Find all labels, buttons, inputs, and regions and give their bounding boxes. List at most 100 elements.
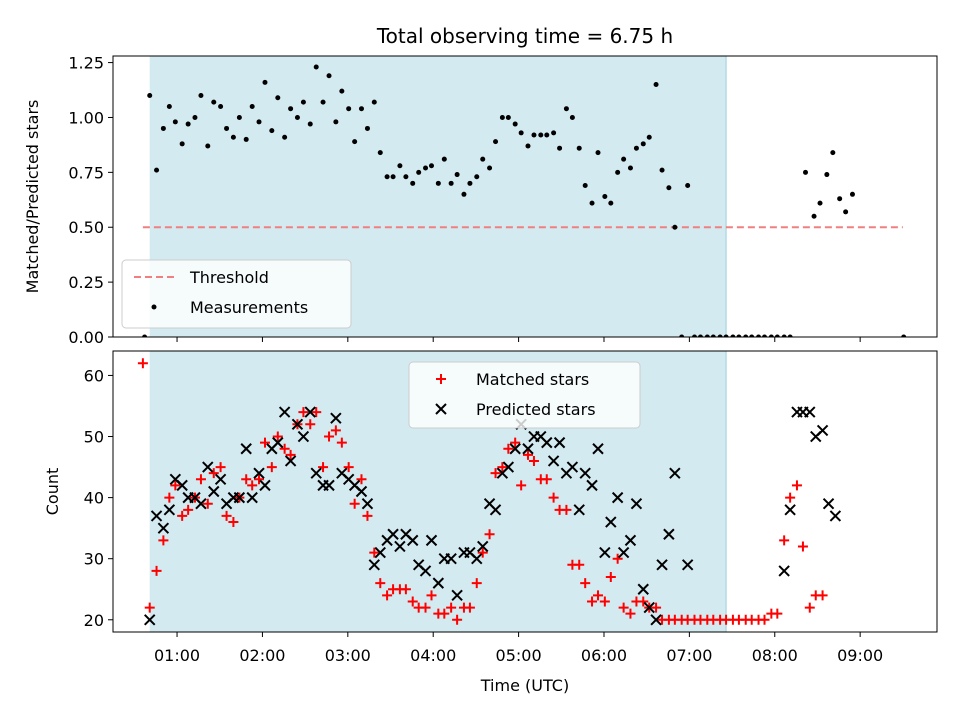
predicted-star-point xyxy=(425,534,438,547)
measurement-point xyxy=(185,121,191,127)
predicted-star-point xyxy=(489,504,502,516)
predicted-star-point xyxy=(432,577,445,589)
measurement-point xyxy=(166,103,172,109)
measurement-point xyxy=(659,167,665,173)
matched-star-point xyxy=(651,602,662,613)
matched-star-point xyxy=(208,468,219,479)
measurement-point xyxy=(300,99,306,105)
predicted-star-point xyxy=(240,443,252,455)
plot-area xyxy=(142,64,907,337)
measurement-point xyxy=(525,143,531,149)
matched-star-point xyxy=(804,602,815,613)
x-tick-label: 09:00 xyxy=(837,646,883,665)
y-tick-label: 1.25 xyxy=(68,54,104,73)
measurement-point xyxy=(849,191,855,197)
predicted-star-point xyxy=(157,522,170,534)
predicted-star-point xyxy=(246,491,258,504)
measurement-point xyxy=(377,150,383,156)
predicted-star-point xyxy=(829,510,842,522)
y-tick-label: 60 xyxy=(84,366,104,385)
measurement-point xyxy=(704,334,710,337)
measurement-point xyxy=(736,334,742,337)
predicted-star-point xyxy=(547,455,560,467)
matched-star-point xyxy=(439,608,450,619)
predicted-star-point xyxy=(176,479,188,492)
measurement-point xyxy=(179,141,185,147)
matched-star-point xyxy=(202,498,213,509)
predicted-star-point xyxy=(304,406,316,418)
predicted-star-point xyxy=(150,510,163,522)
series-measurements xyxy=(142,64,907,337)
matched-star-point xyxy=(272,431,283,442)
measurement-point xyxy=(499,114,505,120)
matched-star-point xyxy=(170,480,181,491)
predicted-star-point xyxy=(663,528,675,540)
measurement-point xyxy=(205,143,211,149)
matched-star-point xyxy=(254,474,265,485)
matched-star-point xyxy=(215,462,226,473)
measurement-point xyxy=(768,334,774,337)
measurement-point xyxy=(569,114,575,120)
measurement-point xyxy=(487,165,493,171)
measurement-point xyxy=(236,114,242,120)
measurement-point xyxy=(211,99,217,105)
matched-star-point xyxy=(420,602,431,613)
measurement-point xyxy=(282,134,288,140)
measurement-point xyxy=(653,82,659,88)
matched-star-point xyxy=(561,504,572,515)
measurement-point xyxy=(192,114,198,120)
measurement-point xyxy=(474,174,480,180)
predicted-star-point xyxy=(195,498,207,510)
measurement-point xyxy=(717,334,723,337)
measurement-point xyxy=(666,185,672,191)
legend: Threshold Measurements xyxy=(121,259,352,329)
predicted-star-point xyxy=(579,467,591,479)
measurement-point xyxy=(762,334,768,337)
measurement-point xyxy=(441,156,447,162)
x-tick-label: 05:00 xyxy=(496,646,542,665)
predicted-star-point xyxy=(509,443,521,455)
measurement-point xyxy=(256,119,262,125)
matched-star-point xyxy=(426,590,437,601)
measurement-point xyxy=(691,334,697,337)
matched-star-point xyxy=(497,462,508,473)
matched-star-point xyxy=(279,443,290,454)
measurement-point xyxy=(313,64,319,70)
predicted-star-point xyxy=(202,461,214,473)
predicted-star-point xyxy=(681,559,694,571)
predicted-star-point xyxy=(566,461,579,473)
y-tick-label: 20 xyxy=(84,611,104,630)
legend-box xyxy=(121,259,352,329)
measurement-point xyxy=(294,114,300,120)
matched-star-point xyxy=(618,602,629,613)
matched-star-point xyxy=(541,474,552,485)
predicted-star-point xyxy=(387,528,399,540)
measurement-point xyxy=(364,125,370,131)
measurement-point xyxy=(142,334,148,337)
matched-star-point xyxy=(324,431,335,442)
predicted-star-point xyxy=(573,504,585,516)
matched-star-point xyxy=(548,492,559,503)
measurement-point xyxy=(198,93,204,99)
measurement-point xyxy=(817,200,823,206)
matched-star-point xyxy=(510,437,521,448)
matched-star-point xyxy=(382,590,393,601)
measurement-point xyxy=(160,125,166,131)
predicted-star-point xyxy=(599,546,611,559)
predicted-star-point xyxy=(233,491,246,504)
legend-predicted-label: Predicted stars xyxy=(476,400,596,419)
predicted-star-point xyxy=(394,540,406,553)
measurement-point xyxy=(563,106,569,112)
predicted-star-point xyxy=(605,516,617,528)
measurement-point xyxy=(416,169,422,175)
matched-star-point xyxy=(791,480,802,491)
predicted-star-point xyxy=(477,540,489,553)
matched-star-point xyxy=(164,492,175,503)
matched-star-point xyxy=(158,535,169,546)
predicted-star-point xyxy=(284,455,297,467)
measurement-point xyxy=(531,132,537,138)
measurement-point xyxy=(781,334,787,337)
measurement-point xyxy=(147,93,153,99)
matched-star-point xyxy=(772,608,783,619)
measurement-point xyxy=(403,174,409,180)
